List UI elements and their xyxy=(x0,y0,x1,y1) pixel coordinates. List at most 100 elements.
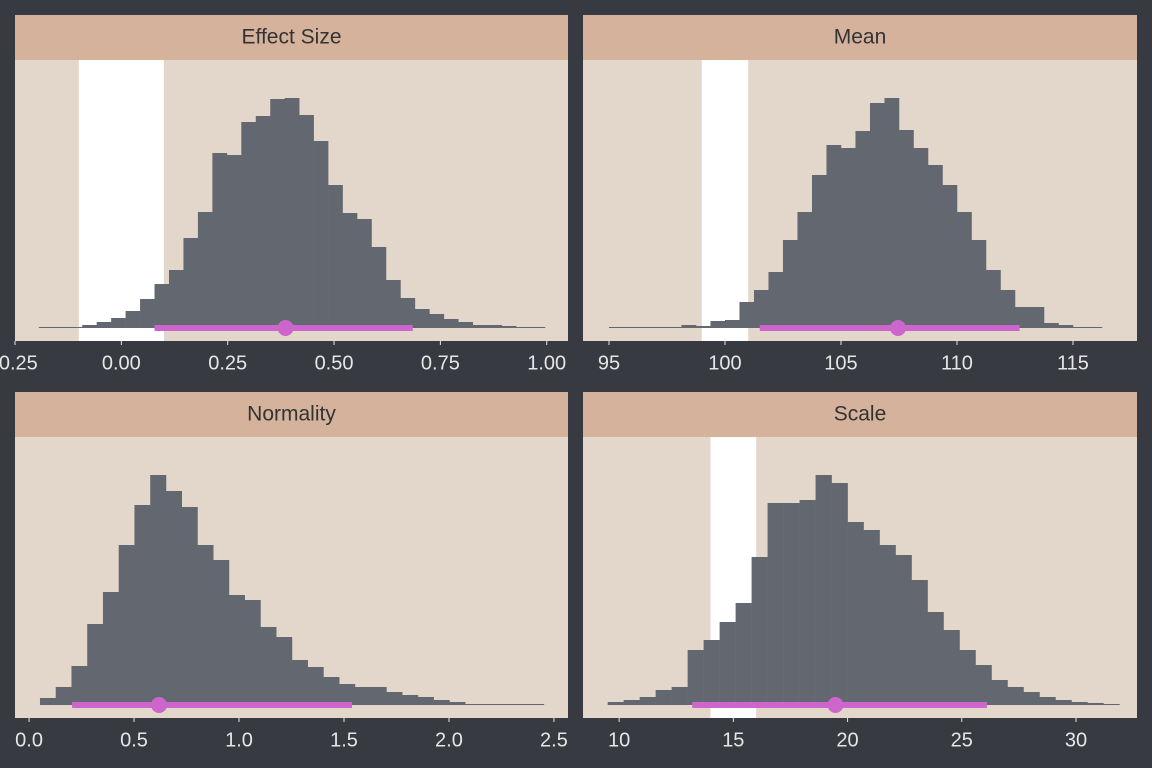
histogram-bar xyxy=(768,272,784,328)
histogram-bar xyxy=(53,327,69,328)
histogram-bar xyxy=(815,475,832,705)
histogram-bar xyxy=(1103,704,1120,705)
x-tick-label: 2.0 xyxy=(435,729,463,751)
facet-strip xyxy=(583,392,1137,437)
histogram-bar xyxy=(433,700,450,705)
histogram-bar xyxy=(855,131,871,328)
histogram-bar xyxy=(608,327,624,328)
histogram-bar xyxy=(991,680,1008,705)
histogram-bar xyxy=(487,325,502,328)
histogram-bar xyxy=(1055,700,1072,705)
histogram-bar xyxy=(1029,307,1045,328)
panel xyxy=(608,60,1103,341)
x-tick-label: 30 xyxy=(1065,729,1087,751)
rope-band xyxy=(701,60,749,341)
histogram-bar xyxy=(140,299,155,328)
facet-strip xyxy=(583,15,1137,60)
histogram-bar xyxy=(417,697,434,705)
histogram-bar xyxy=(291,660,308,705)
histogram-bar xyxy=(811,175,827,328)
x-tick-label: 110 xyxy=(941,352,973,374)
histogram-bar xyxy=(681,325,697,328)
histogram-bar xyxy=(879,545,896,705)
histogram-bar xyxy=(863,530,880,705)
histogram-bar xyxy=(443,319,459,328)
histogram-bar xyxy=(480,704,497,705)
histogram-bar xyxy=(125,311,141,328)
histogram-bar xyxy=(1087,703,1104,705)
histogram-bar xyxy=(328,185,343,328)
histogram-bar xyxy=(1023,692,1040,705)
histogram-bar xyxy=(354,687,371,705)
histogram-bar xyxy=(197,545,214,705)
histogram-bar xyxy=(385,280,401,328)
histogram-bar xyxy=(255,116,271,328)
histogram-bar xyxy=(71,666,88,705)
x-tick-label: 105 xyxy=(824,352,857,374)
histogram-bar xyxy=(512,704,529,705)
histogram-bar xyxy=(797,212,813,328)
histogram-bar xyxy=(386,692,403,705)
x-tick-label: 0.5 xyxy=(120,729,148,751)
histogram-bar xyxy=(652,327,668,328)
histogram-bar xyxy=(516,327,531,328)
x-tick-label: 1.5 xyxy=(330,729,358,751)
histogram-bar xyxy=(241,122,257,328)
histogram-bar xyxy=(400,298,416,328)
histogram-bar xyxy=(767,503,784,705)
histogram-bar xyxy=(528,704,545,705)
histogram-bar xyxy=(753,290,769,328)
histogram-bar xyxy=(342,213,358,328)
histogram-bar xyxy=(458,322,474,328)
histogram-bar xyxy=(154,284,170,328)
histogram-bar xyxy=(840,148,856,328)
histogram-bar xyxy=(357,219,372,328)
histogram-bar xyxy=(165,491,182,705)
histogram-bar xyxy=(623,700,640,705)
histogram-bar xyxy=(168,270,184,328)
x-tick-label: 15 xyxy=(722,729,744,751)
histogram-bar xyxy=(260,627,277,705)
histogram-bar xyxy=(927,612,944,705)
histogram-bar xyxy=(710,321,726,328)
histogram-bar xyxy=(639,697,656,705)
histogram-bar xyxy=(270,99,285,328)
histogram-bar xyxy=(299,115,314,328)
histogram-bar xyxy=(943,630,960,705)
x-tick-label: 2.5 xyxy=(540,729,568,751)
x-tick-label: 0.00 xyxy=(102,352,141,374)
panel xyxy=(38,60,546,341)
histogram-bar xyxy=(96,322,112,328)
histogram-bar xyxy=(134,505,151,705)
histogram-bar xyxy=(402,695,419,705)
histogram-bar xyxy=(671,687,688,705)
histogram-bar xyxy=(213,560,230,705)
histogram-bar xyxy=(607,702,624,705)
histogram-bar xyxy=(339,684,356,705)
x-tick-label: 20 xyxy=(836,729,858,751)
histogram-bar xyxy=(1087,327,1103,328)
histogram-bar xyxy=(429,314,445,328)
x-tick-label: 95 xyxy=(598,352,620,374)
histogram-bar xyxy=(150,475,167,705)
histogram-bar xyxy=(284,98,300,328)
x-tick-label: 25 xyxy=(951,729,973,751)
histogram-bar xyxy=(323,677,340,705)
histogram-bar xyxy=(82,325,97,328)
histogram-bar xyxy=(975,665,992,705)
histogram-bar xyxy=(111,318,126,328)
histogram-bar xyxy=(244,600,261,705)
histogram-bar xyxy=(783,503,800,705)
histogram-bar xyxy=(1071,702,1088,705)
histogram-bar xyxy=(695,326,711,328)
x-tick-label: -0.25 xyxy=(0,352,38,374)
x-tick-label: 0.0 xyxy=(15,729,43,751)
histogram-bar xyxy=(118,545,135,705)
histogram-bar xyxy=(183,238,199,328)
histogram-bar xyxy=(1000,290,1016,328)
facet-strip xyxy=(15,392,568,437)
histogram-bar xyxy=(530,327,546,328)
histogram-bar xyxy=(307,667,324,705)
histogram-bar xyxy=(1058,325,1074,328)
